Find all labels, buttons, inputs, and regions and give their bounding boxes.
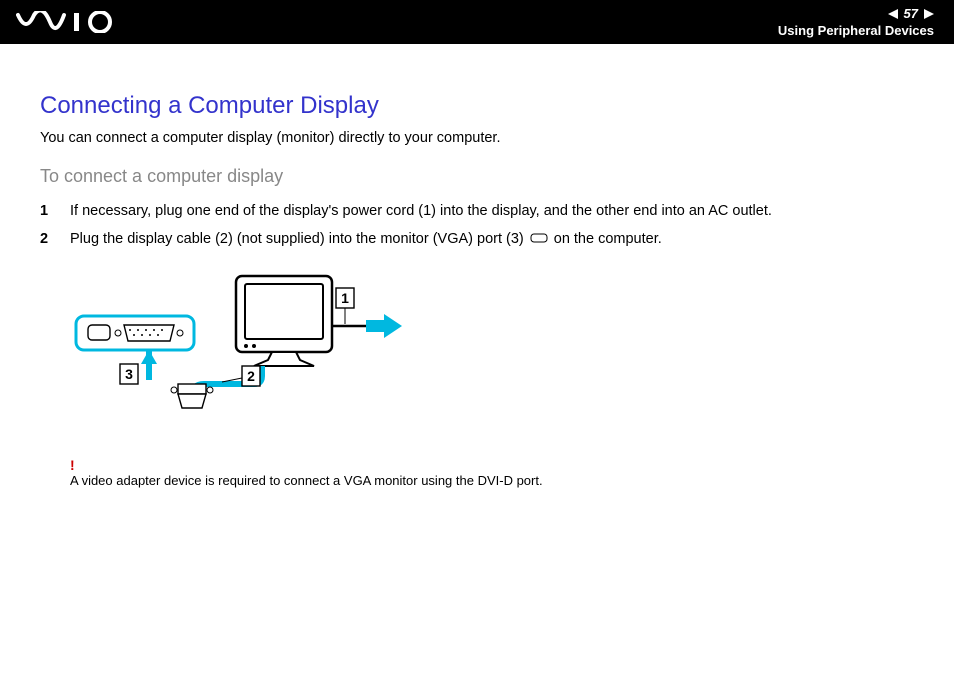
note-text: A video adapter device is required to co… xyxy=(70,473,914,488)
header-right: 57 Using Peripheral Devices xyxy=(778,6,934,38)
diagram-label-2: 2 xyxy=(247,368,255,384)
vaio-logo xyxy=(16,11,126,33)
nav-next-icon[interactable] xyxy=(922,9,934,19)
content-area: Connecting a Computer Display You can co… xyxy=(0,44,954,488)
nav-prev-icon[interactable] xyxy=(888,9,900,19)
diagram-label-1: 1 xyxy=(341,290,349,306)
header-bar: 57 Using Peripheral Devices xyxy=(0,0,954,44)
diagram-label-3: 3 xyxy=(125,366,133,382)
steps-list: 1 If necessary, plug one end of the disp… xyxy=(40,201,914,250)
note-mark: ! xyxy=(70,457,914,473)
vga-port-icon xyxy=(530,229,548,249)
step-number: 1 xyxy=(40,201,70,221)
step-text-after: on the computer. xyxy=(554,229,662,249)
note-block: ! A video adapter device is required to … xyxy=(70,457,914,488)
connection-diagram: 3 1 xyxy=(66,268,914,433)
subtitle: To connect a computer display xyxy=(40,166,914,187)
page-nav: 57 xyxy=(888,6,934,21)
page-title: Connecting a Computer Display xyxy=(40,92,914,120)
page-number: 57 xyxy=(904,6,918,21)
section-name: Using Peripheral Devices xyxy=(778,23,934,38)
step-item: 1 If necessary, plug one end of the disp… xyxy=(40,201,914,221)
step-number: 2 xyxy=(40,229,70,249)
step-item: 2 Plug the display cable (2) (not suppli… xyxy=(40,229,914,249)
step-text: If necessary, plug one end of the displa… xyxy=(70,201,772,221)
step-text-before: Plug the display cable (2) (not supplied… xyxy=(70,229,524,249)
intro-text: You can connect a computer display (moni… xyxy=(40,130,914,146)
step-text: Plug the display cable (2) (not supplied… xyxy=(70,229,662,249)
